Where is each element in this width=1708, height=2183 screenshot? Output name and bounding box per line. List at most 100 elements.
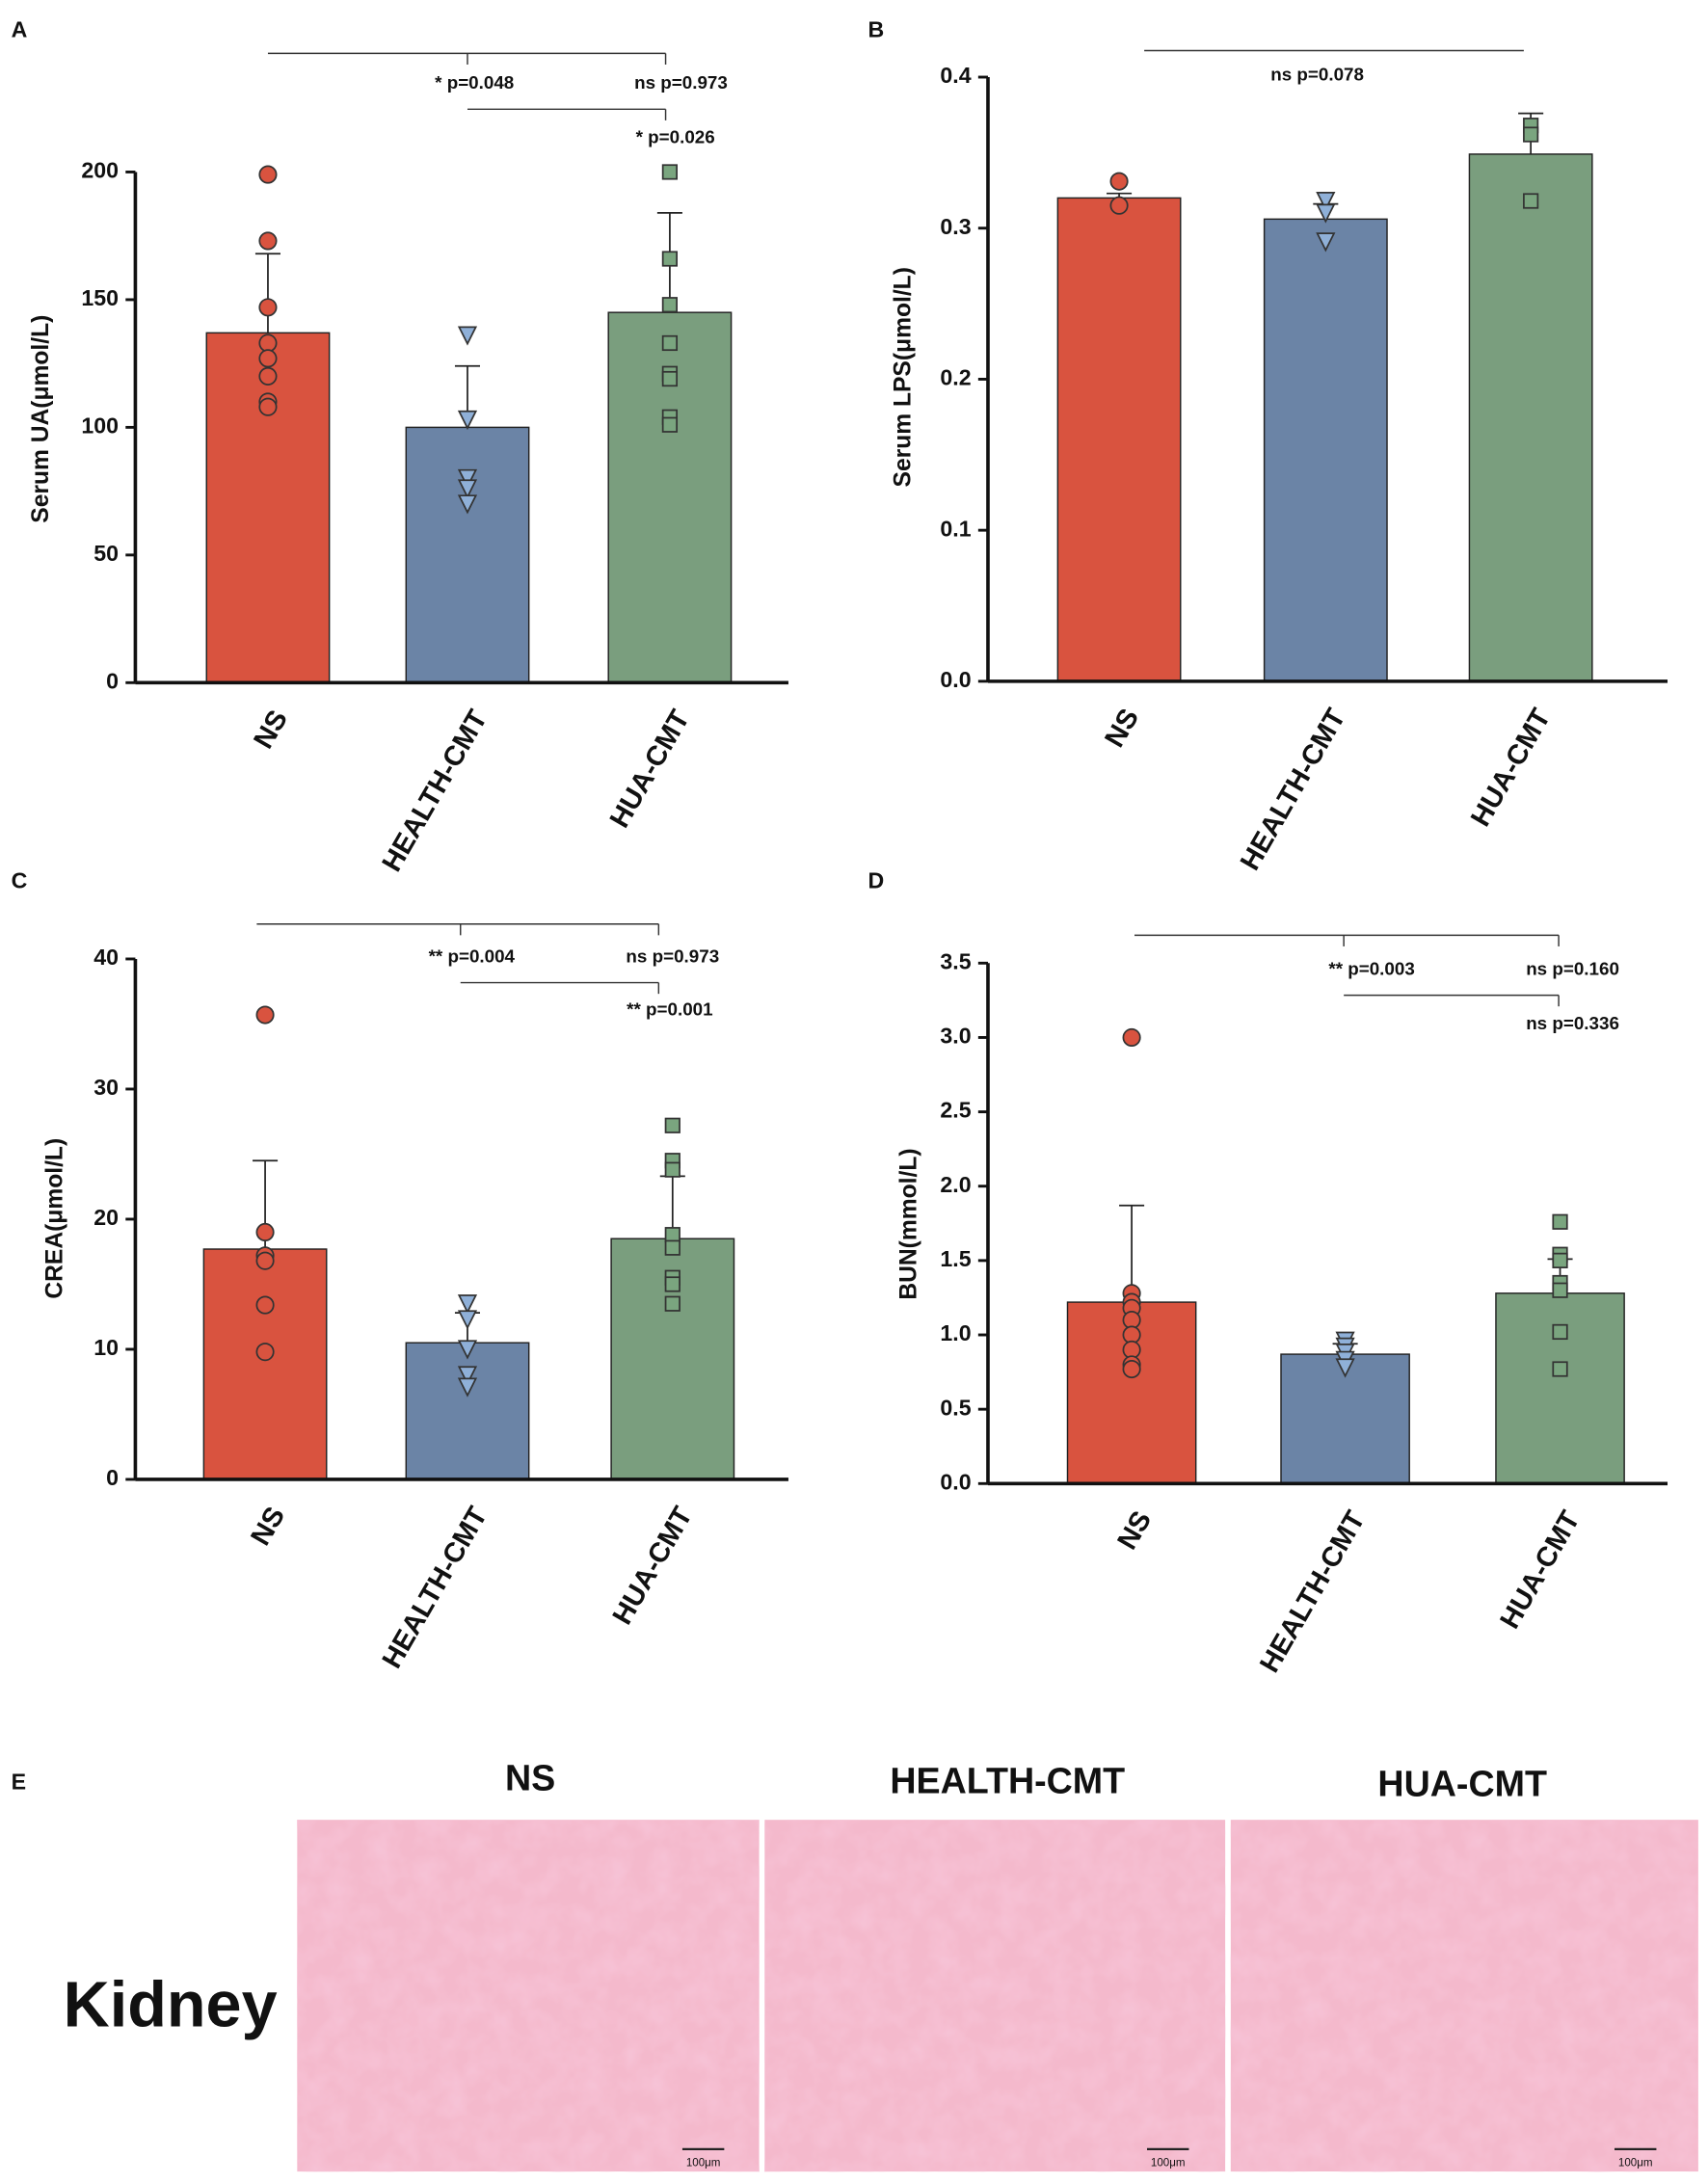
- data-point: [457, 1377, 478, 1398]
- data-point: [258, 231, 278, 251]
- row-label: Kidney: [64, 1970, 278, 2041]
- data-point: [1552, 1361, 1568, 1377]
- bar: [1468, 153, 1593, 682]
- data-point: [661, 297, 679, 313]
- data-point: [664, 1295, 681, 1312]
- x-tick-label: HUA-CMT: [1494, 1505, 1586, 1634]
- bar: [1056, 197, 1182, 682]
- x-tick-label: HUA-CMT: [604, 705, 696, 833]
- histology-image: [297, 1820, 760, 2172]
- annotation: ns p=0.973: [626, 945, 719, 966]
- x-tick-label: NS: [248, 705, 294, 754]
- panel-label: D: [867, 867, 884, 892]
- panel-label: B: [867, 16, 884, 41]
- data-point: [1122, 1359, 1141, 1379]
- data-point: [258, 165, 278, 184]
- y-tick-label: 200: [81, 158, 119, 183]
- histology-image: [1230, 1820, 1698, 2172]
- y-tick-label: 0: [106, 1465, 119, 1490]
- annotation: ** p=0.001: [627, 999, 712, 1020]
- y-tick-label: 0.1: [940, 516, 971, 541]
- data-point: [1316, 232, 1336, 253]
- y-tick-label: 1.0: [940, 1320, 971, 1345]
- x-tick-label: HUA-CMT: [1465, 704, 1557, 832]
- y-tick-label: 30: [93, 1075, 119, 1100]
- data-point: [457, 1366, 478, 1386]
- data-point: [258, 366, 278, 386]
- chart-panel: B Serum LPS(μmol/L) 0.0 0.1 0.2 0.3 0.4 NS HEALT…: [867, 16, 1668, 875]
- panel-label: E: [12, 1770, 26, 1795]
- annotation: ns p=0.078: [1270, 65, 1364, 85]
- data-point: [255, 1251, 275, 1270]
- annotation: * p=0.026: [636, 127, 715, 147]
- y-tick-label: 150: [81, 285, 119, 310]
- data-point: [661, 164, 679, 180]
- data-point: [258, 298, 278, 317]
- histology-image: [764, 1820, 1226, 2172]
- x-tick-label: HEALTH-CMT: [1254, 1505, 1372, 1678]
- data-point: [258, 397, 278, 416]
- error-bar: [254, 253, 280, 333]
- data-point: [457, 468, 478, 490]
- x-tick-label: NS: [1099, 704, 1145, 753]
- annotation: ns p=0.973: [634, 72, 728, 93]
- annotation: ** p=0.004: [429, 945, 516, 966]
- y-axis-label: Serum LPS(μmol/L): [891, 267, 917, 487]
- data-point: [1552, 1252, 1568, 1268]
- data-point: [255, 1222, 275, 1242]
- data-point: [664, 1276, 681, 1292]
- data-point: [255, 1295, 275, 1315]
- data-point: [457, 326, 478, 346]
- data-point: [1552, 1213, 1568, 1230]
- y-tick-label: 50: [93, 541, 119, 566]
- data-point: [457, 494, 478, 515]
- y-axis-label: CREA(μmol/L): [41, 1138, 67, 1299]
- y-tick-label: 10: [93, 1335, 119, 1360]
- scale-label: 100μm: [1618, 2157, 1653, 2169]
- x-tick-label: NS: [245, 1502, 291, 1551]
- data-point: [661, 251, 679, 267]
- chart-panel: C CREA(μmol/L) 0 10 20 30 40 NS HEALTH-CMT HUA-CM…: [12, 867, 788, 1674]
- bar: [405, 1342, 530, 1480]
- y-tick-label: 0.0: [940, 1469, 971, 1494]
- chart-panel: D BUN(mmol/L) 0.0 0.5 1.0 1.5 2.0 2.5 3.0 3.5 NS HE…: [867, 867, 1668, 1678]
- column-label: NS: [505, 1758, 555, 1798]
- y-tick-label: 20: [93, 1205, 119, 1230]
- data-point: [1523, 126, 1539, 143]
- y-tick-label: 3.5: [940, 948, 971, 973]
- histology-panel: 100μm 100μm 100μm E NS HEALTH-CMT HUA-CM…: [12, 1758, 1698, 2172]
- y-tick-label: 0.3: [940, 214, 971, 239]
- y-tick-label: 2.0: [940, 1172, 971, 1197]
- data-point: [664, 1117, 681, 1133]
- y-tick-label: 0.0: [940, 667, 971, 692]
- x-tick-label: NS: [1111, 1505, 1158, 1555]
- scale-label: 100μm: [1151, 2157, 1186, 2169]
- y-tick-label: 1.5: [940, 1246, 971, 1271]
- y-tick-label: 0.5: [940, 1395, 971, 1420]
- y-tick-label: 0.2: [940, 365, 971, 390]
- data-point: [457, 479, 478, 499]
- y-tick-label: 0.4: [940, 63, 971, 88]
- y-tick-label: 40: [93, 945, 119, 970]
- panel-label: A: [12, 16, 28, 41]
- column-label: HUA-CMT: [1377, 1763, 1547, 1803]
- column-label: HEALTH-CMT: [890, 1761, 1125, 1801]
- annotation: ns p=0.336: [1526, 1013, 1619, 1033]
- y-axis-label: BUN(mmol/L): [895, 1148, 921, 1299]
- data-point: [1122, 1027, 1141, 1048]
- data-point: [661, 370, 679, 387]
- data-point: [664, 1227, 681, 1243]
- data-point: [255, 1343, 275, 1362]
- data-point: [1109, 172, 1129, 191]
- annotation: * p=0.048: [435, 72, 514, 93]
- data-point: [1552, 1282, 1568, 1298]
- data-point: [1316, 191, 1336, 212]
- x-tick-label: HEALTH-CMT: [1235, 704, 1352, 876]
- bar: [1263, 218, 1388, 682]
- data-point: [661, 334, 679, 352]
- bar: [205, 332, 331, 684]
- y-axis-label: Serum UA(μmol/L): [28, 315, 54, 523]
- data-point: [457, 1340, 478, 1360]
- data-point: [457, 410, 478, 431]
- data-point: [1316, 203, 1336, 224]
